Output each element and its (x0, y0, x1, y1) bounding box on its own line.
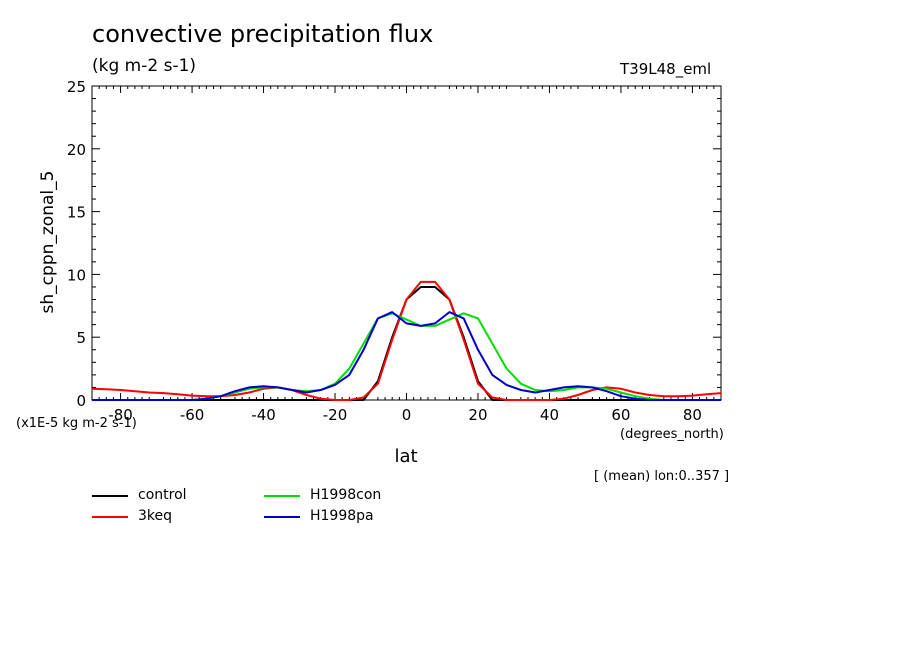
legend-label: H1998pa (310, 508, 374, 524)
x-axis-label: lat (394, 446, 418, 467)
legend-label: control (138, 487, 187, 503)
y-tick-label: 0 (76, 392, 86, 410)
series-line-3keq (91, 280, 722, 401)
legend-swatch (264, 516, 300, 518)
x-tick-label: -60 (180, 406, 205, 424)
x-units-label: (degrees_north) (620, 427, 724, 442)
legend-label: 3keq (138, 508, 173, 524)
y-tick-label: 15 (67, 204, 86, 222)
x-tick-label: 40 (540, 406, 559, 424)
legend-swatch (264, 495, 300, 497)
x-tick-label: 0 (402, 406, 412, 424)
y-tick-label: 25 (67, 78, 86, 96)
legend-swatch (92, 495, 128, 497)
experiment-label: T39L48_eml (620, 60, 712, 78)
series-line-h1998con (92, 312, 721, 401)
x-tick-label: -20 (323, 406, 348, 424)
y-tick-label: 5 (76, 329, 86, 347)
legend-label: H1998con (310, 487, 382, 503)
series-line-control (92, 286, 721, 401)
units-label: (kg m-2 s-1) (92, 56, 197, 76)
x-tick-label: -40 (251, 406, 276, 424)
y-scale-note: (x1E-5 kg m-2 s-1) (16, 416, 137, 431)
x-tick-label: 20 (468, 406, 487, 424)
x-tick-label: -80 (108, 406, 133, 424)
plot-frame (91, 85, 722, 401)
mean-note: [ (mean) lon:0..357 ] (594, 469, 730, 484)
chart-title: convective precipitation flux (92, 20, 434, 48)
x-tick-label: 80 (683, 406, 702, 424)
legend-swatch (92, 516, 128, 518)
x-tick-label: 60 (611, 406, 630, 424)
y-tick-label: 20 (67, 141, 86, 159)
y-tick-label: 10 (67, 266, 86, 284)
series-line-h1998pa (92, 311, 721, 401)
